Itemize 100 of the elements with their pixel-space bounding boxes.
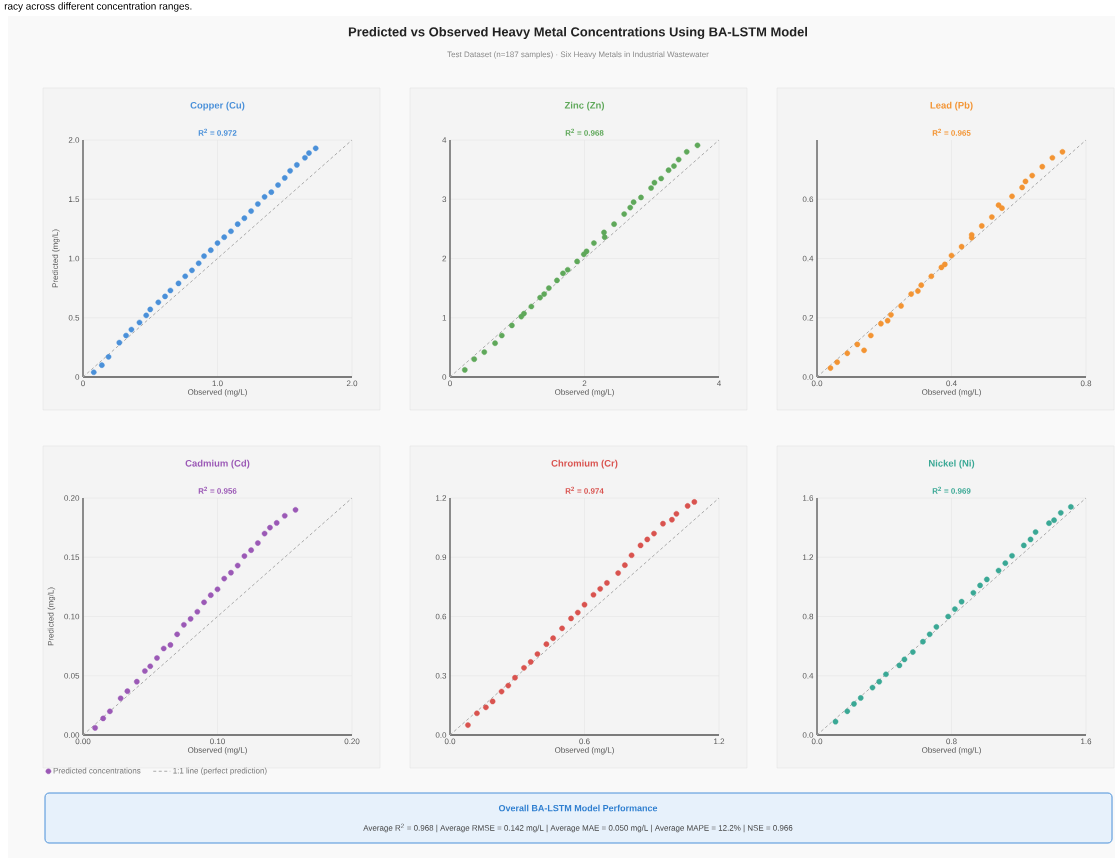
point [1049,154,1056,161]
point [147,663,154,670]
point [574,258,580,265]
point [1029,172,1036,179]
point [644,536,651,543]
point [978,223,985,229]
point [651,530,657,537]
point [474,710,480,717]
point [928,273,935,280]
text: Overall BA-LSTM Model Performance [498,804,658,812]
point [851,701,857,707]
point [684,503,691,509]
point [550,635,556,642]
point [99,362,105,368]
point [292,507,299,513]
point [854,341,861,348]
point [92,725,98,731]
point [312,145,319,152]
point [1032,529,1039,535]
point [601,234,608,240]
chart-title: Copper (Cu) [190,101,245,111]
point [255,201,261,207]
point [273,520,280,526]
point [465,722,471,728]
point [832,718,839,725]
point [622,562,628,568]
point [970,590,977,596]
point [834,359,840,365]
text: Predicted vs Observed Heavy Metal Concentrations Using BA-LSTM Model [348,26,808,40]
point [160,645,167,652]
point [691,499,698,505]
point [174,631,180,638]
point [90,369,97,376]
point [234,221,241,227]
point [527,659,534,665]
point [1039,163,1046,170]
point [1022,178,1029,185]
point [483,704,489,711]
point [107,708,113,715]
point [162,293,168,300]
point [100,715,106,722]
point [1051,517,1057,524]
point [134,678,140,685]
point [669,516,675,523]
point [861,347,867,354]
point [999,205,1005,211]
point [583,248,590,255]
point [884,317,891,324]
chart-title: Nickel (Ni) [929,459,975,469]
point [512,674,518,681]
point [261,530,268,537]
point [683,149,690,155]
point [167,642,174,648]
point [938,264,945,271]
point [248,547,254,553]
point [136,319,143,326]
point [952,606,958,612]
point [958,243,965,250]
point [207,247,214,253]
chart-title: Cadmium (Cd) [185,459,250,469]
point [1002,560,1009,566]
point [591,240,597,246]
point [673,511,680,517]
point [498,332,505,339]
point [564,266,571,273]
point [287,168,293,174]
point [267,524,273,531]
point [1059,149,1066,155]
point [637,542,644,549]
point [268,189,275,195]
point [189,267,195,274]
point [521,310,527,317]
point [521,665,527,671]
point [116,339,123,346]
point [181,621,187,628]
point [489,698,496,705]
point [568,615,574,622]
point [920,638,926,645]
point [518,313,525,320]
point [175,280,182,287]
point [908,291,914,297]
point [604,580,610,586]
point [221,575,228,582]
point [187,616,194,622]
point [648,185,654,191]
point [509,322,515,329]
point [574,609,581,616]
point [534,651,541,657]
point [857,695,864,701]
point [1009,193,1015,200]
point [941,261,948,268]
point [462,367,468,373]
point [876,678,883,685]
point [651,179,658,186]
point [123,332,129,339]
point [492,340,498,347]
point [948,252,955,259]
point [201,253,207,259]
point [194,608,201,615]
point [945,613,951,620]
